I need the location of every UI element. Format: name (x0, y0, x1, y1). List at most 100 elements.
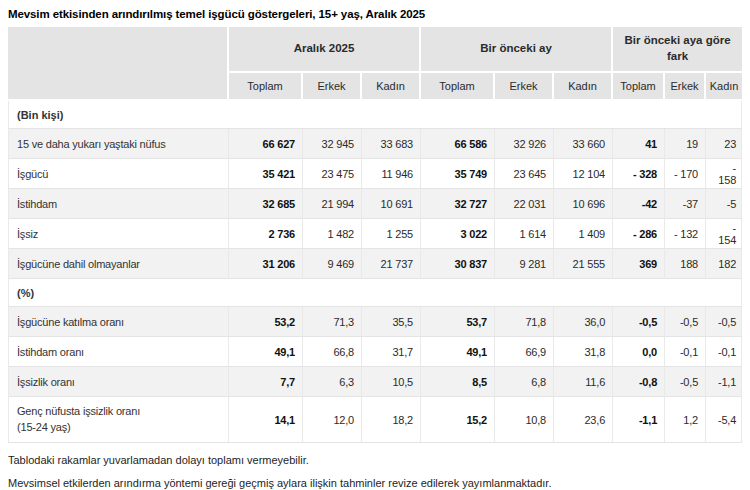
table-cell: 2 736 (229, 219, 303, 249)
table-cell: -1,1 (613, 397, 665, 443)
table-cell: 53,7 (421, 307, 495, 337)
table-cell: 35 749 (421, 159, 495, 189)
table-cell: 32 926 (495, 129, 554, 159)
row-label: İşsizlik oranı (8, 367, 229, 397)
row-label: Genç nüfusta işsizlik oranı (15-24 yaş) (8, 397, 229, 443)
col-header-kadin-3: Kadın (706, 73, 742, 101)
section-row-percent: (%) (8, 279, 742, 307)
table-row-genc-issizlik: Genç nüfusta işsizlik oranı (15-24 yaş) … (8, 397, 742, 443)
table-cell: 66,9 (495, 337, 554, 367)
col-header-kadin-1: Kadın (362, 73, 421, 101)
table-cell: 182 (706, 249, 742, 279)
footnote-rounding: Tablodaki rakamlar yuvarlamadan dolayı t… (8, 453, 742, 467)
row-label: İşgücü (8, 159, 229, 189)
table-cell: 3 022 (421, 219, 495, 249)
table-cell: 10 691 (362, 189, 421, 219)
header-corner-cell (8, 27, 229, 101)
table-row-katilma-orani: İşgücüne katılma oranı 53,2 71,3 35,5 53… (8, 307, 742, 337)
table-cell: - 158 (706, 159, 742, 189)
section-row-bin-kisi: (Bin kişi) (8, 101, 742, 129)
table-cell: 22 031 (495, 189, 554, 219)
col-header-toplam-1: Toplam (229, 73, 303, 101)
table-cell: 6,8 (495, 367, 554, 397)
table-cell: -5 (706, 189, 742, 219)
table-row-istihdam-orani: İstihdam oranı 49,1 66,8 31,7 49,1 66,9 … (8, 337, 742, 367)
col-header-toplam-2: Toplam (421, 73, 495, 101)
table-cell: 23 (706, 129, 742, 159)
table-body: (Bin kişi) 15 ve daha yukarı yaştaki nüf… (8, 101, 742, 443)
table-cell: 32 685 (229, 189, 303, 219)
table-cell: 66,8 (303, 337, 362, 367)
row-label: İşgücüne dahil olmayanlar (8, 249, 229, 279)
row-label-line2: (15-24 yaş) (17, 420, 221, 436)
table-cell: 30 837 (421, 249, 495, 279)
col-group-bir-onceki-ay: Bir önceki ay (421, 27, 613, 73)
table-cell: - 286 (613, 219, 665, 249)
col-group-fark: Bir önceki aya göre fark (613, 27, 742, 73)
table-cell: 1 614 (495, 219, 554, 249)
footnotes: Tablodaki rakamlar yuvarlamadan dolayı t… (8, 453, 742, 490)
table-cell: 36,0 (554, 307, 613, 337)
table-cell: 9 469 (303, 249, 362, 279)
table-cell: 71,8 (495, 307, 554, 337)
table-cell: 14,1 (229, 397, 303, 443)
row-label-line1: Genç nüfusta işsizlik oranı (17, 404, 221, 420)
page-title: Mevsim etkisinden arındırılmış temel işg… (0, 0, 750, 27)
table-cell: 23 475 (303, 159, 362, 189)
table-cell: 31,8 (554, 337, 613, 367)
table-cell: 35,5 (362, 307, 421, 337)
table-cell: 33 660 (554, 129, 613, 159)
table-cell: 1 482 (303, 219, 362, 249)
table-cell: 32 727 (421, 189, 495, 219)
table-cell: 10,8 (495, 397, 554, 443)
table-row-issiz: İşsiz 2 736 1 482 1 255 3 022 1 614 1 40… (8, 219, 742, 249)
table-cell: 32 945 (303, 129, 362, 159)
row-label: İşsiz (8, 219, 229, 249)
table-cell: - 170 (665, 159, 706, 189)
table-cell: 12,0 (303, 397, 362, 443)
table-cell: 7,7 (229, 367, 303, 397)
row-label: 15 ve daha yukarı yaştaki nüfus (8, 129, 229, 159)
labour-force-table: Aralık 2025 Bir önceki ay Bir önceki aya… (8, 27, 742, 443)
row-label: İstihdam (8, 189, 229, 219)
table-cell: 11 946 (362, 159, 421, 189)
footnote-revision: Mevsimsel etkilerden arındırma yöntemi g… (8, 476, 742, 490)
table-cell: 12 104 (554, 159, 613, 189)
table-cell: 35 421 (229, 159, 303, 189)
table-cell: 0,0 (613, 337, 665, 367)
table-cell: 188 (665, 249, 706, 279)
row-label: İstihdam oranı (8, 337, 229, 367)
table-cell: - 154 (706, 219, 742, 249)
table-cell: 19 (665, 129, 706, 159)
section-label: (Bin kişi) (8, 101, 742, 129)
table-cell: 10,5 (362, 367, 421, 397)
table-row-nufus: 15 ve daha yukarı yaştaki nüfus 66 627 3… (8, 129, 742, 159)
table-cell: -0,5 (613, 307, 665, 337)
table-cell: 1,2 (665, 397, 706, 443)
table-cell: 23 645 (495, 159, 554, 189)
row-label: İşgücüne katılma oranı (8, 307, 229, 337)
table-cell: 66 627 (229, 129, 303, 159)
table-cell: -0,1 (665, 337, 706, 367)
table-cell: -42 (613, 189, 665, 219)
section-label: (%) (8, 279, 742, 307)
table-cell: 11,6 (554, 367, 613, 397)
col-header-toplam-3: Toplam (613, 73, 665, 101)
table-cell: 369 (613, 249, 665, 279)
table-cell: 23,6 (554, 397, 613, 443)
table-cell: 1 255 (362, 219, 421, 249)
col-header-kadin-2: Kadın (554, 73, 613, 101)
table-cell: 31 206 (229, 249, 303, 279)
col-header-erkek-1: Erkek (303, 73, 362, 101)
table-cell: 1 409 (554, 219, 613, 249)
table-cell: 9 281 (495, 249, 554, 279)
table-cell: -37 (665, 189, 706, 219)
table-cell: 21 555 (554, 249, 613, 279)
col-group-aralik-2025: Aralık 2025 (229, 27, 421, 73)
table-cell: - 328 (613, 159, 665, 189)
table-cell: 71,3 (303, 307, 362, 337)
table-cell: 33 683 (362, 129, 421, 159)
table-cell: 49,1 (421, 337, 495, 367)
col-header-erkek-2: Erkek (495, 73, 554, 101)
table-cell: -5,4 (706, 397, 742, 443)
